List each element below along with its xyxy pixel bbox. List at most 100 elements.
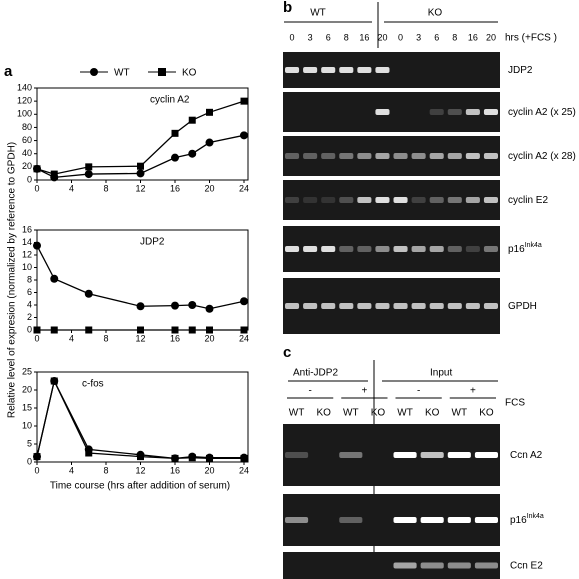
gel-band bbox=[447, 562, 471, 569]
x-tick-label: 4 bbox=[69, 465, 74, 475]
lane-label: KO bbox=[316, 408, 331, 419]
group-label: Input bbox=[430, 368, 452, 379]
gel-band bbox=[321, 246, 336, 252]
gel-band bbox=[393, 517, 417, 523]
x-tick-label: 20 bbox=[204, 333, 214, 343]
marker bbox=[50, 170, 58, 178]
gel-band bbox=[339, 517, 363, 523]
gel-band bbox=[285, 452, 309, 458]
x-axis-label: Time course (hrs after addition of serum… bbox=[50, 481, 230, 492]
gel-band bbox=[447, 109, 462, 115]
group-label: KO bbox=[428, 8, 443, 19]
gel-image bbox=[283, 278, 500, 334]
marker bbox=[188, 326, 196, 334]
gel-band bbox=[285, 153, 300, 159]
row-label-text: cyclin A2 (x 25) bbox=[508, 107, 576, 118]
row-label-text: p16 bbox=[508, 244, 525, 255]
gel-band bbox=[429, 109, 444, 115]
lane-label: KO bbox=[479, 408, 494, 419]
marker bbox=[188, 454, 196, 462]
time-label: 16 bbox=[359, 32, 369, 42]
x-tick-label: 12 bbox=[135, 465, 145, 475]
x-tick-label: 24 bbox=[239, 183, 249, 193]
lane-label: WT bbox=[343, 408, 359, 419]
time-label: 8 bbox=[344, 32, 349, 42]
gel-band bbox=[321, 303, 336, 309]
time-label: 3 bbox=[416, 32, 421, 42]
marker bbox=[188, 301, 197, 309]
lane-label: WT bbox=[452, 408, 468, 419]
x-tick-label: 16 bbox=[170, 183, 180, 193]
gel-band bbox=[420, 517, 444, 523]
marker bbox=[50, 377, 58, 385]
gel-band bbox=[339, 246, 354, 252]
gel-image bbox=[283, 92, 500, 132]
marker bbox=[33, 326, 41, 334]
marker bbox=[136, 169, 145, 178]
time-label: 20 bbox=[377, 32, 387, 42]
time-label: 20 bbox=[486, 32, 496, 42]
x-tick-label: 20 bbox=[204, 465, 214, 475]
gel-band bbox=[375, 246, 390, 252]
gel-band bbox=[339, 197, 354, 203]
y-tick-label: 40 bbox=[22, 148, 32, 158]
fcs-label: FCS bbox=[505, 398, 525, 409]
gel-band bbox=[465, 197, 480, 203]
marker bbox=[205, 138, 214, 147]
fcs-sign: + bbox=[470, 386, 476, 397]
gel-band bbox=[357, 246, 372, 252]
gel-band bbox=[429, 153, 444, 159]
x-tick-label: 12 bbox=[135, 183, 145, 193]
y-tick-label: 120 bbox=[17, 96, 32, 106]
legend-label: KO bbox=[182, 68, 197, 79]
gel-band bbox=[474, 517, 498, 523]
x-tick-label: 0 bbox=[34, 465, 39, 475]
marker bbox=[50, 326, 58, 334]
gel-band bbox=[429, 197, 444, 203]
marker bbox=[240, 97, 248, 105]
row-label-sup: Ink4a bbox=[525, 242, 542, 249]
y-tick-label: 4 bbox=[27, 299, 32, 309]
row-label: cyclin A2 (x 28) bbox=[508, 151, 576, 162]
row-label-text: Ccn E2 bbox=[510, 560, 543, 571]
row-label-text: GPDH bbox=[508, 301, 537, 312]
marker bbox=[188, 149, 197, 158]
marker bbox=[84, 170, 93, 179]
marker bbox=[84, 289, 93, 298]
fcs-sign: - bbox=[417, 386, 420, 397]
time-label: 16 bbox=[468, 32, 478, 42]
y-tick-label: 20 bbox=[22, 161, 32, 171]
gel-band bbox=[303, 303, 318, 309]
lane-label: KO bbox=[425, 408, 440, 419]
marker bbox=[33, 241, 41, 250]
gel-band bbox=[465, 246, 480, 252]
x-tick-label: 8 bbox=[103, 183, 108, 193]
gel-band bbox=[357, 197, 372, 203]
gel-band bbox=[321, 67, 336, 73]
gel-image bbox=[283, 180, 500, 220]
gel-band bbox=[303, 153, 318, 159]
gel-band bbox=[465, 153, 480, 159]
gel-band bbox=[447, 197, 462, 203]
marker bbox=[33, 165, 41, 173]
marker bbox=[171, 153, 179, 162]
marker bbox=[33, 453, 41, 461]
y-tick-label: 10 bbox=[22, 262, 32, 272]
chart-title: cyclin A2 bbox=[150, 95, 190, 106]
gel-band bbox=[447, 303, 462, 309]
y-tick-label: 15 bbox=[22, 402, 32, 412]
gel-band bbox=[375, 197, 390, 203]
x-tick-label: 20 bbox=[204, 183, 214, 193]
gel-band bbox=[393, 452, 417, 458]
marker bbox=[85, 163, 93, 171]
gel-band bbox=[339, 153, 354, 159]
y-tick-label: 0 bbox=[27, 324, 32, 334]
gel-band bbox=[303, 197, 318, 203]
gel-band bbox=[375, 303, 390, 309]
gel-band bbox=[393, 562, 417, 569]
row-label-text: JDP2 bbox=[508, 65, 533, 76]
lane-label: WT bbox=[289, 408, 305, 419]
row-label: Ccn A2 bbox=[510, 450, 543, 461]
gel-band bbox=[483, 109, 498, 115]
gel-band bbox=[285, 303, 300, 309]
